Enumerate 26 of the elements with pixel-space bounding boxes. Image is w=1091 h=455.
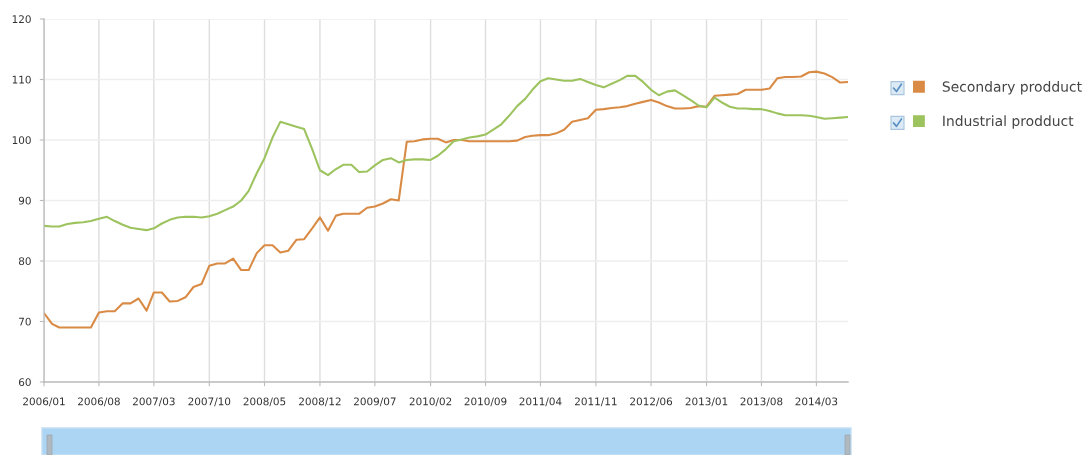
y-tick-label: 80	[18, 257, 31, 266]
line-series	[44, 74, 848, 232]
x-tick-label: 2006/08	[78, 397, 120, 407]
x-tick-label: 2007/03	[132, 397, 175, 407]
y-tick-label: 60	[18, 378, 31, 387]
line-series	[44, 70, 848, 329]
y-tick-label: 90	[18, 196, 31, 205]
x-tick-label: 2010/02	[409, 397, 452, 407]
y-tick-label: 70	[19, 317, 31, 326]
y-tick-label: 100	[12, 136, 31, 145]
y-tick-label: 110	[12, 75, 31, 84]
x-tick-label: 2011/11	[575, 397, 617, 407]
x-tick-label: 2010/09	[464, 397, 507, 407]
x-tick-label: 2006/01	[23, 397, 65, 407]
legend-label: Industrial prodduct	[943, 115, 1074, 129]
x-tick-label: 2007/10	[188, 397, 231, 407]
x-tick-label: 2014/03	[795, 397, 838, 407]
y-tick-label: 120	[12, 15, 31, 24]
x-tick-label: 2013/01	[685, 397, 728, 407]
legend-label: Secondary prodduct	[942, 81, 1082, 95]
x-tick-label: 2008/12	[299, 397, 341, 407]
x-tick-label: 2011/04	[519, 397, 562, 407]
x-tick-label: 2009/07	[354, 397, 396, 407]
x-tick-label: 2013/08	[740, 397, 783, 407]
x-tick-label: 2008/05	[243, 397, 286, 407]
x-tick-label: 2012/06	[630, 397, 673, 407]
